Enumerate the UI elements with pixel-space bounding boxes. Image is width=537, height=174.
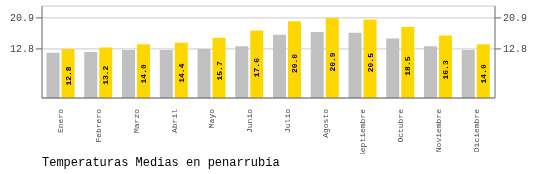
svg-text:18.5: 18.5	[403, 56, 412, 75]
svg-text:20.5: 20.5	[366, 53, 375, 72]
svg-text:14.0: 14.0	[139, 64, 148, 83]
svg-text:Julio: Julio	[283, 109, 292, 133]
svg-text:Abril: Abril	[170, 109, 179, 133]
svg-text:20.9: 20.9	[503, 13, 527, 24]
svg-text:12.8: 12.8	[64, 66, 73, 85]
svg-text:Junio: Junio	[245, 109, 254, 133]
svg-text:Septiembre: Septiembre	[358, 109, 367, 154]
svg-text:20.9: 20.9	[10, 13, 34, 24]
svg-text:14.4: 14.4	[177, 63, 186, 82]
svg-text:20.9: 20.9	[328, 52, 337, 71]
svg-text:Noviembre: Noviembre	[434, 109, 443, 152]
svg-text:Agosto: Agosto	[321, 109, 330, 138]
svg-text:Febrero: Febrero	[94, 109, 103, 143]
svg-text:12.8: 12.8	[503, 44, 527, 55]
svg-text:12.8: 12.8	[10, 44, 34, 55]
svg-text:15.7: 15.7	[215, 61, 224, 80]
svg-text:Marzo: Marzo	[132, 109, 141, 133]
svg-text:16.3: 16.3	[441, 60, 450, 79]
svg-text:Enero: Enero	[56, 109, 65, 133]
svg-text:Octubre: Octubre	[396, 109, 405, 143]
svg-text:17.6: 17.6	[252, 58, 261, 77]
svg-text:20.0: 20.0	[290, 54, 299, 73]
svg-text:Diciembre: Diciembre	[472, 109, 481, 152]
html-text:Temperaturas Medias en penarru: Temperaturas Medias en penarrubia	[42, 156, 280, 170]
svg-text:13.2: 13.2	[101, 65, 110, 84]
svg-text:14.0: 14.0	[479, 64, 488, 83]
svg-text:Mayo: Mayo	[207, 109, 216, 128]
